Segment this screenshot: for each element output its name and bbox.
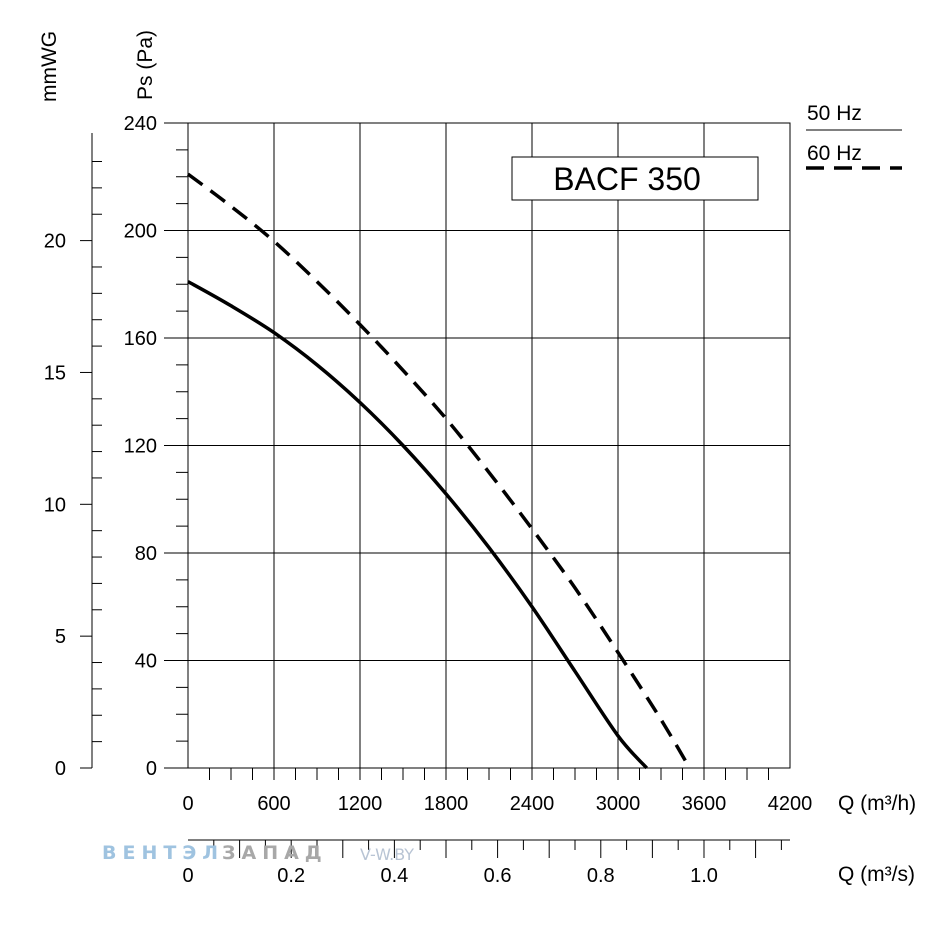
- performance-curves: [186, 172, 692, 770]
- x2-tick-label-1: 1.0: [690, 865, 718, 887]
- x2-tick-label-0.2: 0.2: [277, 865, 305, 887]
- model-label: BACF 350: [553, 161, 701, 197]
- axes: 0 600 1200 1800 2400 3000 3600 4200040801201602…: [44, 113, 813, 887]
- curve-60hz: [186, 172, 692, 769]
- x-tick-label-2400: 2400: [510, 793, 555, 815]
- x-axis-title-m3s: Q (m³/s): [838, 863, 915, 886]
- y-tick-label-0: 0: [146, 758, 157, 780]
- x-axis-title-m3h: Q (m³/h): [838, 792, 916, 815]
- y-axis-title-mmwg: mmWG: [38, 31, 61, 102]
- y2-tick-label-10: 10: [44, 494, 66, 516]
- x2-tick-label-0: 0: [182, 865, 193, 887]
- model-label-box: [511, 156, 759, 201]
- y-tick-label-160: 160: [124, 328, 157, 350]
- y-tick-label-200: 200: [124, 221, 157, 243]
- y2-tick-label-15: 15: [44, 362, 66, 384]
- x2-tick-label-0.4: 0.4: [380, 865, 408, 887]
- x-tick-label-600: 600: [257, 793, 290, 815]
- x-tick-label-4200: 4200: [768, 793, 813, 815]
- curve-50hz: [187, 280, 649, 770]
- x-tick-label-0: 0: [182, 793, 193, 815]
- y2-tick-label-20: 20: [44, 231, 66, 253]
- watermark-part-2: ЗАПАД: [222, 842, 328, 864]
- legend-label-60hz: 60 Hz: [807, 142, 862, 165]
- y-tick-label-80: 80: [135, 543, 157, 565]
- x-tick-label-3000: 3000: [596, 793, 641, 815]
- x2-tick-label-0.6: 0.6: [484, 865, 512, 887]
- x-tick-label-1200: 1200: [338, 793, 383, 815]
- y2-tick-label-0: 0: [55, 758, 66, 780]
- legend-label-50hz: 50 Hz: [807, 102, 862, 125]
- watermark-part-1: ВЕНТЭЛ: [102, 842, 225, 864]
- y-tick-label-120: 120: [124, 436, 157, 458]
- grid-lines: [187, 122, 791, 769]
- x2-tick-label-0.8: 0.8: [587, 865, 615, 887]
- y-tick-label-240: 240: [124, 113, 157, 135]
- x-tick-label-3600: 3600: [682, 793, 727, 815]
- watermark-part-3: V-W.BY: [360, 845, 415, 864]
- x-tick-label-1800: 1800: [424, 793, 469, 815]
- y2-tick-label-5: 5: [55, 626, 66, 648]
- y-tick-label-40: 40: [135, 651, 157, 673]
- y-axis-title-pa: Ps (Pa): [134, 30, 157, 100]
